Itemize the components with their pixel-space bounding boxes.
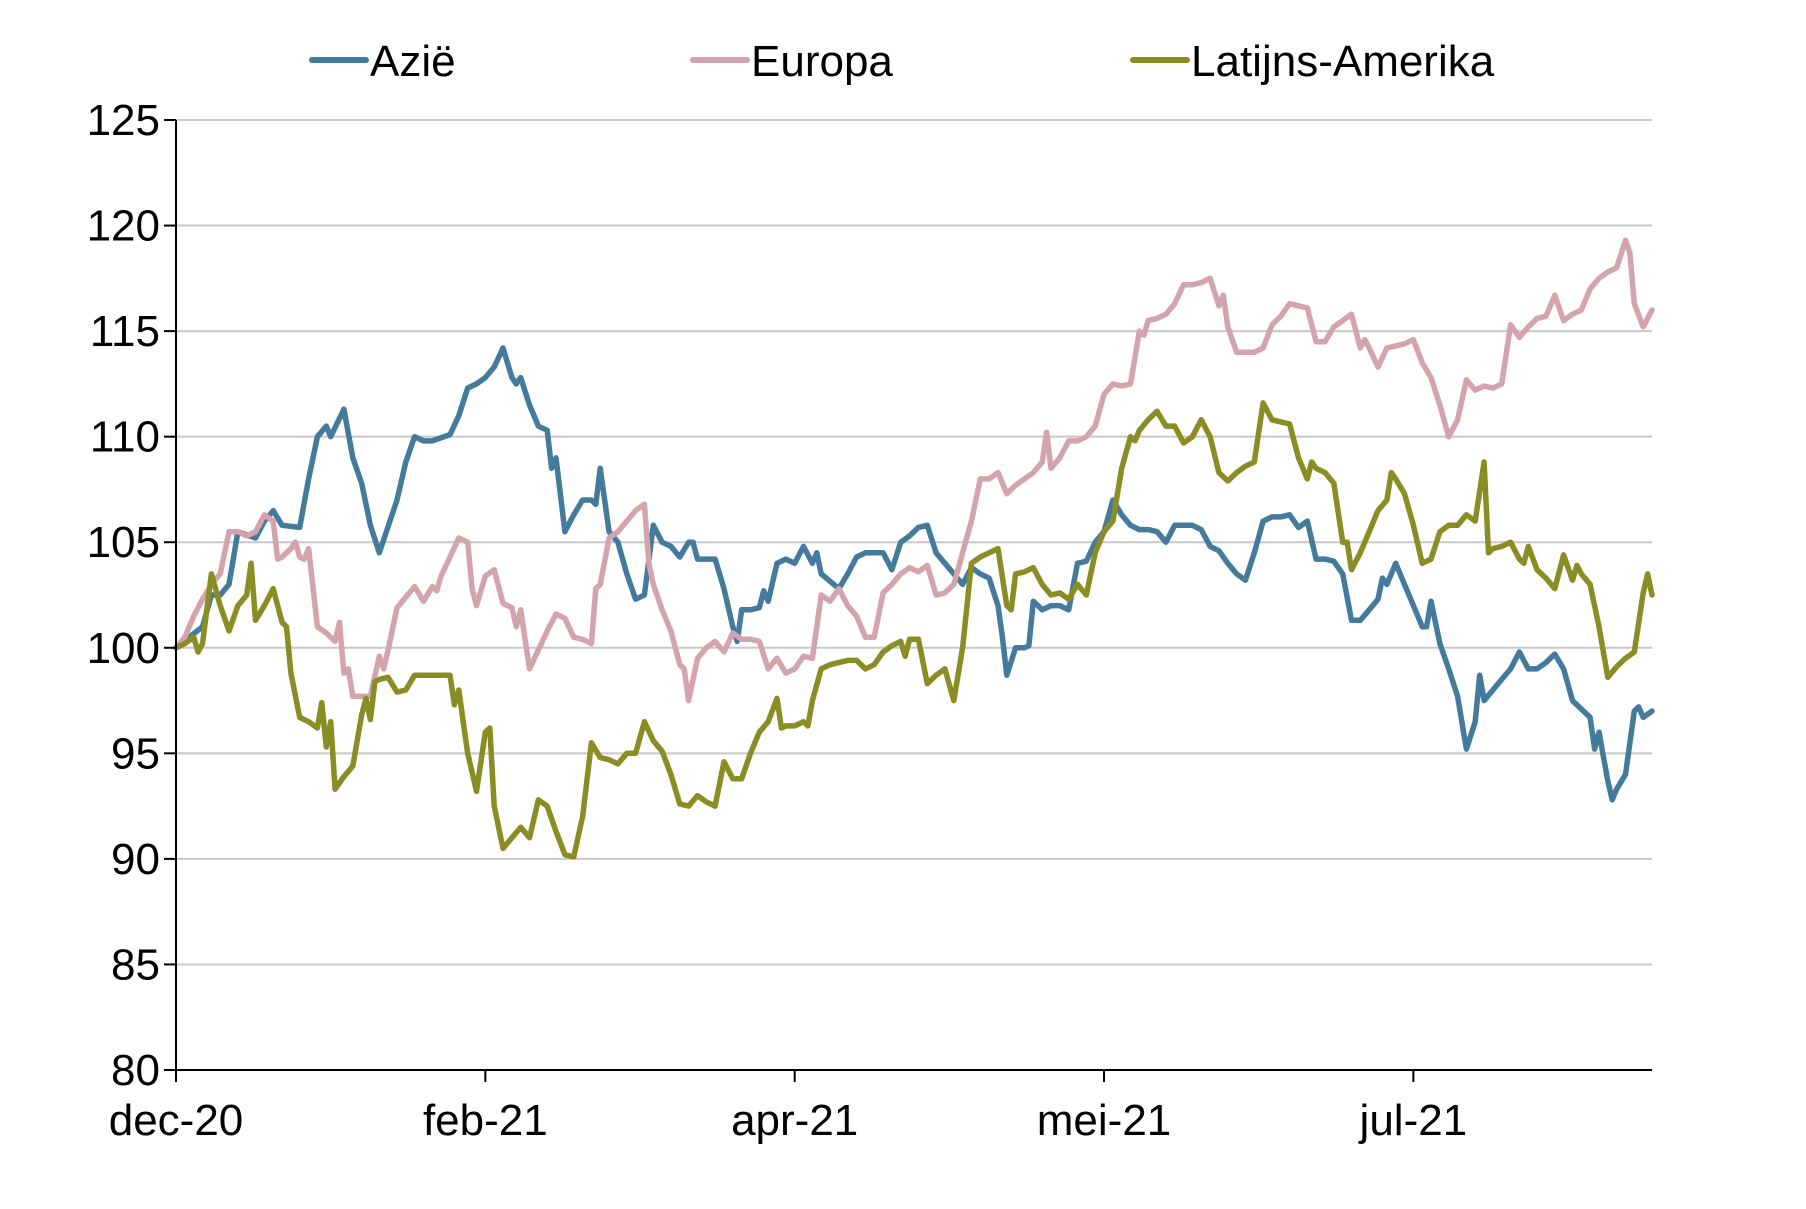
chart-legend: Azië Europa Latijns-Amerika	[309, 37, 1495, 86]
series-layer	[173, 237, 1655, 860]
x-tick-label: jul-21	[1358, 1096, 1468, 1145]
y-gridlines	[176, 119, 1652, 966]
y-tick-label: 105	[87, 518, 160, 567]
y-tick-label: 110	[90, 413, 160, 462]
legend-label: Latijns-Amerika	[1191, 37, 1495, 86]
y-tick-label: 95	[111, 729, 160, 778]
x-tick-label: apr-21	[731, 1096, 858, 1145]
legend-label: Azië	[370, 37, 456, 86]
series-line-1	[173, 345, 1655, 803]
y-tick-label: 100	[87, 624, 160, 673]
y-tick-label: 125	[87, 96, 160, 145]
x-tick-label: dec-20	[109, 1096, 244, 1145]
y-axis-ticks: 80 85 90 95 100 105 110 115 120 125	[87, 96, 176, 1095]
series-line-3	[173, 400, 1655, 860]
y-tick-label: 85	[111, 940, 160, 989]
axes	[175, 120, 1652, 1071]
series-line-2	[173, 237, 1655, 704]
x-tick-label: feb-21	[423, 1096, 548, 1145]
x-tick-label: mei-21	[1037, 1096, 1172, 1145]
x-axis-ticks: dec-20 feb-21 apr-21 mei-21 jul-21	[109, 1070, 1467, 1145]
y-tick-label: 90	[111, 835, 160, 884]
y-tick-label: 115	[90, 307, 160, 356]
y-tick-label: 120	[87, 202, 160, 251]
legend-label: Europa	[751, 37, 893, 86]
y-tick-label: 80	[111, 1046, 160, 1095]
